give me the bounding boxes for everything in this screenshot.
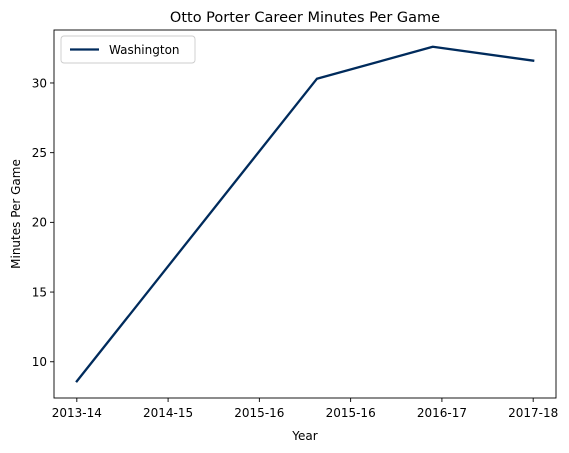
y-tick-label: 20 — [32, 216, 47, 230]
x-tick-label: 2015-16 — [326, 406, 376, 420]
y-axis: 10 15 20 25 30 — [32, 76, 54, 369]
x-tick-label: 2014-15 — [143, 406, 193, 420]
y-tick-label: 25 — [32, 146, 47, 160]
x-tick-label: 2013-14 — [52, 406, 102, 420]
x-tick-label: 2016-17 — [417, 406, 467, 420]
plot-frame — [53, 29, 557, 399]
chart-title: Otto Porter Career Minutes Per Game — [170, 10, 440, 26]
y-tick-label: 10 — [32, 355, 47, 369]
x-axis: 2013-14 2014-15 2015-16 2015-16 2016-17 2017-… — [52, 398, 558, 420]
y-tick-label: 15 — [32, 285, 47, 299]
series-line-washington — [75, 45, 535, 383]
x-tick-label: 2015-16 — [234, 406, 284, 420]
legend-box — [60, 35, 196, 64]
series-layer — [75, 45, 535, 383]
y-axis-label: Minutes Per Game — [9, 159, 23, 269]
y-tick-label: 30 — [32, 76, 47, 90]
x-tick-label: 2017-18 — [508, 406, 558, 420]
legend-label-washington: Washington — [109, 43, 180, 57]
x-axis-label: Year — [291, 429, 317, 443]
legend: Washington — [60, 35, 196, 64]
